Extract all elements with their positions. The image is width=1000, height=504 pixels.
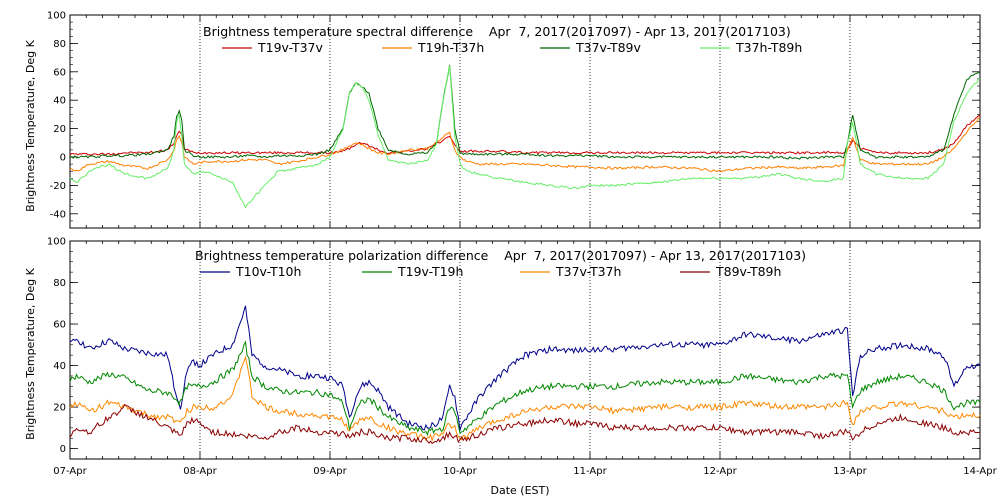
spectral-series-line-t19v-t37v [69,114,981,156]
spectral-chart-title: Brightness temperature spectral differen… [203,24,791,39]
spectral-legend-label: T37h-T89h [735,40,802,55]
spectral-plot-frame [69,14,981,229]
polarization-series-line-t10v-t10h [69,305,981,431]
polarization-legend-label: T89v-T89h [715,264,781,279]
x-tick-label: 11-Apr [573,466,607,477]
x-tick-label: 08-Apr [183,466,217,477]
spectral-legend-label: T37v-T89v [575,40,642,55]
polarization-legend-label: T37v-T37h [555,264,621,279]
polarization-y-tick-label: 100 [47,237,66,248]
x-tick-label: 13-Apr [833,466,867,477]
spectral-y-tick-label: 20 [53,124,66,135]
polarization-chart-title: Brightness temperature polarization diff… [195,248,806,263]
x-tick-label: 12-Apr [703,466,737,477]
spectral-series-line-t37h-t89h [69,65,981,209]
x-tick-label: 10-Apr [443,466,477,477]
spectral-y-tick-label: -20 [50,181,66,192]
spectral-legend-label: T19h-T37h [417,40,484,55]
polarization-series-line-t37v-t37h [69,355,981,442]
x-axis-label: Date (EST) [490,484,549,497]
polarization-series-line-t89v-t89h [69,403,981,445]
spectral-y-tick-label: 0 [60,153,66,164]
spectral-y-tick-label: 100 [47,11,66,22]
polarization-difference-panel: Brightness temperature polarization diff… [24,237,998,498]
polarization-y-axis-label: Brightness Temperature, Deg K [24,267,37,439]
spectral-y-tick-label: -40 [50,209,66,220]
polarization-y-tick-label: 20 [53,403,66,414]
spectral-y-tick-label: 40 [53,96,66,107]
spectral-y-tick-label: 80 [53,39,66,50]
spectral-y-tick-label: 60 [53,67,66,78]
polarization-y-tick-label: 40 [53,361,66,372]
polarization-plot-frame [69,240,981,460]
spectral-series-line-t19h-t37h [69,116,981,173]
spectral-legend-label: T19v-T37v [257,40,324,55]
polarization-y-tick-label: 80 [53,278,66,289]
x-tick-label: 14-Apr [963,466,997,477]
spectral-y-axis-label: Brightness Temperature, Deg K [24,39,37,211]
x-tick-label: 07-Apr [53,466,87,477]
polarization-y-tick-label: 0 [60,444,66,455]
polarization-series-line-t19v-t19h [69,340,981,437]
x-tick-label: 09-Apr [313,466,347,477]
polarization-legend-label: T10v-T10h [235,264,301,279]
spectral-difference-panel: Brightness temperature spectral differen… [24,11,981,229]
polarization-y-tick-label: 60 [53,320,66,331]
spectral-series-line-t37v-t89v [69,64,981,160]
polarization-legend-label: T19v-T19h [397,264,463,279]
